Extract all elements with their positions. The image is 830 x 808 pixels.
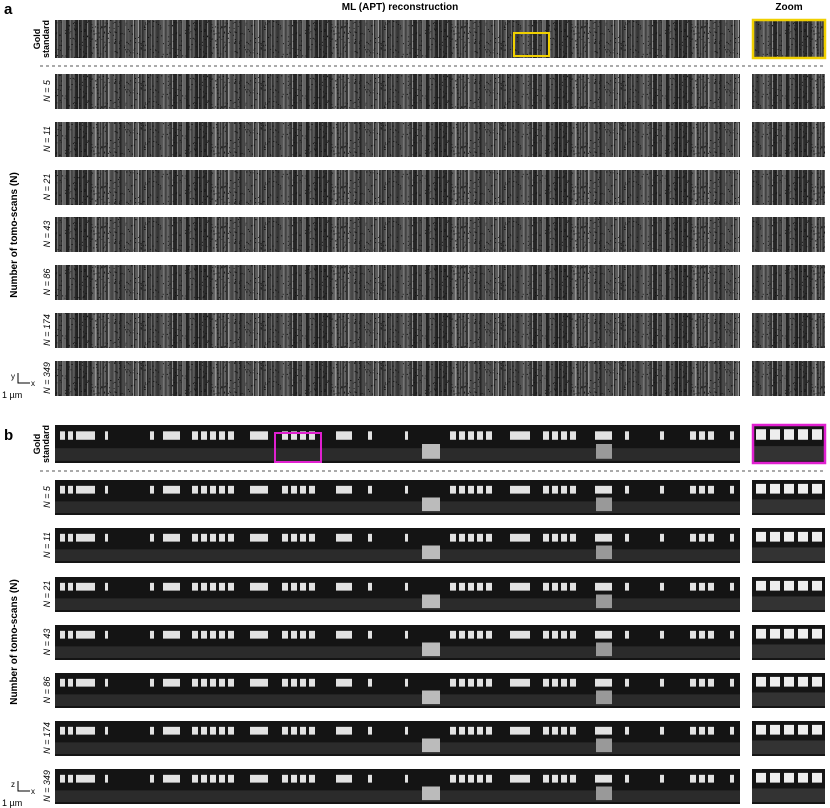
row-label: N = 5 — [42, 79, 52, 102]
line: standard — [41, 20, 51, 58]
zoom-frame — [751, 18, 827, 60]
row-label: N = 86 — [42, 677, 52, 704]
row-label: N = 174 — [42, 722, 52, 754]
panel-label: b — [4, 427, 13, 444]
axis-title: Number of tomo-scans (N) — [9, 172, 20, 298]
line: standard — [41, 425, 51, 463]
line: Gold — [32, 29, 42, 50]
zoom-image — [752, 20, 825, 58]
panel-label: a — [4, 1, 13, 18]
reconstruction — [55, 361, 740, 396]
reconstruction — [55, 217, 740, 252]
highlight — [274, 432, 322, 463]
reference-label: Goldstandard — [32, 20, 51, 58]
reconstruction — [55, 528, 740, 563]
zoom-frame — [751, 423, 827, 465]
row-label: N = 21 — [42, 174, 52, 201]
zoom-image — [752, 361, 825, 396]
zoom-title: Zoom — [775, 2, 802, 13]
reconstruction — [55, 265, 740, 300]
reconstruction — [55, 769, 740, 804]
row-label: N = 174 — [42, 314, 52, 346]
reconstruction — [55, 673, 740, 708]
zoom-image — [752, 425, 825, 463]
scale-axis: x — [31, 379, 35, 388]
column-title: ML (APT) reconstruction — [342, 2, 458, 13]
zoom-image — [752, 265, 825, 300]
row-label: N = 349 — [42, 362, 52, 394]
row-label: N = 11 — [42, 126, 52, 152]
zoom-image — [752, 313, 825, 348]
zoom-image — [752, 217, 825, 252]
reconstruction — [55, 122, 740, 157]
row-label: N = 5 — [42, 485, 52, 508]
scale-axis: y — [11, 372, 15, 381]
zoom-image — [752, 480, 825, 515]
zoom-image — [752, 769, 825, 804]
reconstruction — [55, 577, 740, 612]
line: Gold — [32, 434, 42, 455]
scale-bar — [17, 373, 30, 384]
reconstruction — [55, 74, 740, 109]
reconstruction — [55, 480, 740, 515]
row-label: N = 86 — [42, 269, 52, 296]
row-label: N = 349 — [42, 770, 52, 802]
reconstruction — [55, 625, 740, 660]
reconstruction — [55, 721, 740, 756]
reconstruction — [55, 170, 740, 205]
zoom-image — [752, 528, 825, 563]
reference-label: Goldstandard — [32, 425, 51, 463]
row-label: N = 21 — [42, 581, 52, 608]
zoom-image — [752, 74, 825, 109]
axis-title: Number of tomo-scans (N) — [9, 579, 20, 705]
zoom-image — [752, 625, 825, 660]
scale-bar — [17, 781, 30, 792]
reconstruction — [55, 20, 740, 58]
zoom-image — [752, 170, 825, 205]
highlight — [513, 32, 550, 57]
scale-length: 1 µm — [2, 390, 22, 400]
row-label: N = 11 — [42, 532, 52, 558]
scale-axis: z — [11, 780, 15, 789]
scale-axis: x — [31, 787, 35, 796]
scale-length: 1 µm — [2, 798, 22, 808]
reconstruction — [55, 313, 740, 348]
row-label: N = 43 — [42, 221, 52, 248]
row-label: N = 43 — [42, 629, 52, 656]
zoom-image — [752, 673, 825, 708]
zoom-image — [752, 577, 825, 612]
zoom-image — [752, 122, 825, 157]
zoom-image — [752, 721, 825, 756]
reconstruction — [55, 425, 740, 463]
